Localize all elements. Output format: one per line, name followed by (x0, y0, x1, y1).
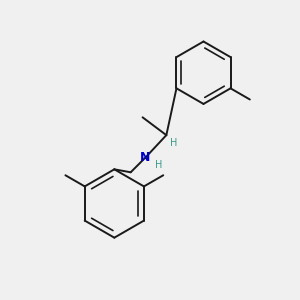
Text: H: H (170, 137, 177, 148)
Text: H: H (155, 160, 162, 170)
Text: N: N (140, 151, 151, 164)
